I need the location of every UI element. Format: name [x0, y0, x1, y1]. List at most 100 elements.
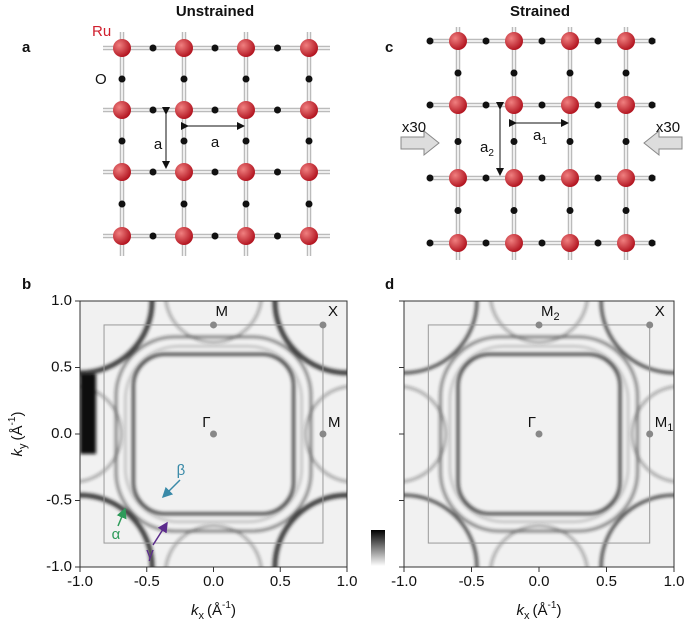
o-atom — [180, 75, 188, 83]
ru-atom — [617, 32, 635, 50]
pocket — [631, 385, 674, 483]
unit: (Å — [9, 425, 26, 440]
band-arrow — [152, 521, 168, 546]
x-tick-label: 0.5 — [596, 573, 617, 590]
o-atom — [538, 37, 546, 45]
label: M — [216, 303, 229, 320]
close: ) — [9, 412, 26, 417]
o-atom — [149, 106, 157, 114]
ru-atom — [449, 234, 467, 252]
band-arrow — [116, 507, 127, 527]
ru-atom — [449, 96, 467, 114]
close: ) — [231, 602, 236, 619]
o-atom — [242, 137, 250, 145]
o-atom — [482, 174, 490, 182]
ru-atom — [617, 234, 635, 252]
o-atom — [426, 37, 434, 45]
o-atom — [305, 137, 313, 145]
symbol: k — [9, 447, 26, 456]
panel-label: d — [385, 276, 394, 293]
o-atom — [454, 69, 462, 77]
band — [131, 352, 296, 516]
o-atom — [305, 200, 313, 208]
o-atom — [211, 232, 219, 240]
o-atom — [482, 239, 490, 247]
subscript: 2 — [554, 311, 560, 323]
o-atom — [149, 168, 157, 176]
ru-atom — [561, 32, 579, 50]
panel-label: c — [385, 39, 393, 56]
o-atom — [622, 207, 630, 214]
ru-atom — [113, 101, 131, 119]
ru-atom — [113, 227, 131, 245]
ru-atom — [300, 227, 318, 245]
label: M — [655, 414, 668, 431]
ru-atom — [175, 39, 193, 57]
ru-atom — [113, 39, 131, 57]
o-atom — [454, 138, 462, 145]
o-atom — [211, 106, 219, 114]
y-tick-label: -1.0 — [46, 558, 72, 575]
y-tick-label: 0.5 — [51, 358, 72, 375]
ru-atom — [505, 96, 523, 114]
pocket — [80, 385, 123, 483]
ru-atom — [505, 234, 523, 252]
subscript: x — [199, 610, 205, 622]
o-atom — [274, 168, 281, 176]
o-atom — [274, 232, 281, 240]
o-atom — [180, 137, 188, 145]
o-atom — [566, 69, 574, 77]
high-symmetry-point — [535, 321, 543, 329]
exponent: -1 — [222, 600, 231, 611]
o-atom — [274, 106, 281, 114]
y-tick-label: -0.5 — [46, 491, 72, 508]
o-atom — [648, 174, 656, 182]
o-atom — [426, 101, 434, 109]
lattice-unstrained — [103, 32, 330, 256]
axis-label: ky (Å-1) — [7, 412, 29, 457]
high-symmetry-point — [319, 321, 327, 329]
o-atom — [538, 239, 546, 247]
panel-label: b — [22, 276, 31, 293]
label: Γ — [202, 414, 210, 431]
high-symmetry-point — [646, 321, 654, 329]
strain-label: x30 — [402, 119, 426, 136]
o-atom — [426, 239, 434, 247]
o-atom — [648, 239, 656, 247]
exponent: -1 — [7, 416, 18, 425]
point-label: M — [216, 303, 229, 320]
x-tick-label: -0.5 — [459, 573, 485, 590]
o-atom — [648, 37, 656, 45]
o-atom — [118, 75, 126, 83]
pocket — [404, 385, 447, 483]
subscript: x — [524, 610, 530, 622]
o-atom — [510, 69, 518, 77]
o-atom — [566, 138, 574, 145]
ru-atom — [561, 234, 579, 252]
o-atom — [242, 75, 250, 83]
o-atom — [305, 75, 313, 83]
label: X — [328, 303, 338, 320]
strain-arrow — [400, 129, 440, 157]
dark-region — [80, 374, 97, 454]
label: M — [328, 414, 341, 431]
o-atom — [426, 174, 434, 182]
label: Γ — [528, 414, 536, 431]
ru-atom — [505, 32, 523, 50]
o-atom — [622, 138, 630, 145]
ru-atom — [449, 169, 467, 187]
pocket — [164, 301, 263, 344]
ru-atom — [617, 169, 635, 187]
o-atom — [538, 101, 546, 109]
x-tick-label: -1.0 — [67, 573, 93, 590]
high-symmetry-point — [535, 430, 543, 438]
ru-atom — [561, 96, 579, 114]
ru-atom — [300, 101, 318, 119]
o-atom — [538, 174, 546, 182]
x-tick-label: -0.5 — [134, 573, 160, 590]
band — [439, 335, 639, 533]
panel-label: a — [22, 39, 31, 56]
o-atom — [510, 138, 518, 145]
ru-atom — [237, 227, 255, 245]
band-label: γ — [146, 545, 154, 562]
